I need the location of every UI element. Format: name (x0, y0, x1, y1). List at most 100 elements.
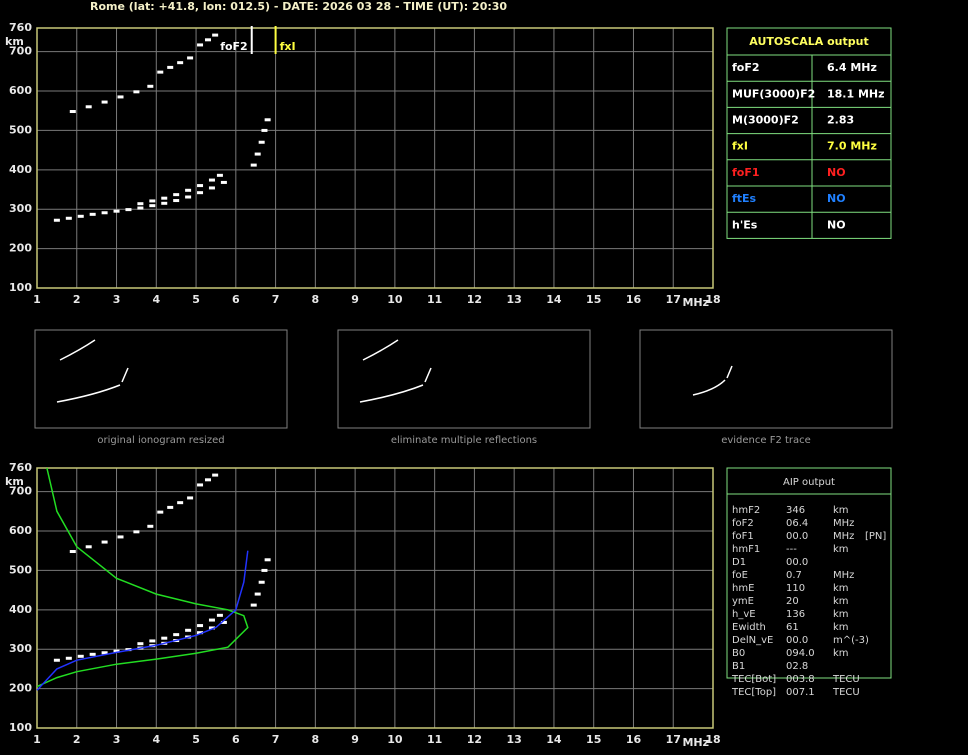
x-tick-label: 6 (232, 733, 240, 746)
aip-cell: TECU (832, 674, 860, 685)
aip-cell: km (833, 648, 849, 659)
echo-point (197, 43, 204, 47)
x-tick-label: 2 (73, 733, 81, 746)
y-axis-label: km (5, 35, 24, 48)
echo-point (185, 628, 192, 632)
aip-cell: km (833, 505, 849, 516)
aip-cell: TECU (832, 687, 860, 698)
y-tick-label: 600 (9, 524, 32, 537)
row-value: 18.1 MHz (827, 87, 885, 100)
row-label: foF1 (732, 166, 760, 179)
echo-point (149, 639, 156, 643)
echo-point (250, 163, 257, 167)
x-tick-label: 14 (546, 293, 562, 306)
echo-point (173, 193, 180, 197)
aip-cell: MHz (833, 570, 854, 581)
y-tick-label: 100 (9, 721, 32, 734)
x-tick-label: 10 (387, 293, 403, 306)
x-tick-label: 6 (232, 293, 240, 306)
echo-point (161, 201, 168, 205)
echo-point (185, 188, 192, 192)
echo-point (177, 61, 184, 65)
echo-point (187, 56, 194, 60)
x-tick-label: 8 (312, 733, 320, 746)
y-tick-label: 760 (9, 461, 32, 474)
x-tick-label: 17 (666, 293, 681, 306)
x-axis-label: MHz (682, 296, 709, 309)
echo-point (258, 140, 265, 144)
echo-point (250, 603, 257, 607)
aip-cell: TEC[Top] (731, 687, 776, 698)
echo-point (187, 496, 194, 500)
aip-cell: hmF1 (732, 544, 760, 555)
echo-point (216, 173, 223, 177)
x-axis-label: MHz (682, 736, 709, 749)
aip-cell: 00.0 (786, 635, 808, 646)
aip-cell: B1 (732, 661, 745, 672)
aip-cell: TEC[Bot] (731, 674, 776, 685)
echo-point (101, 100, 108, 104)
x-tick-label: 13 (507, 293, 522, 306)
echo-point (177, 501, 184, 505)
aip-cell: 00.0 (786, 531, 808, 542)
x-tick-label: 9 (351, 293, 359, 306)
echo-point (208, 618, 215, 622)
echo-point (101, 211, 108, 215)
echo-point (113, 209, 120, 213)
echo-point (89, 212, 96, 216)
row-label: ftEs (732, 192, 757, 205)
row-value: NO (827, 218, 846, 231)
aip-cell: 00.0 (786, 557, 808, 568)
echo-point (167, 65, 174, 69)
echo-point (157, 510, 164, 514)
plot-frame (36, 467, 714, 729)
thumbnail (337, 329, 591, 429)
echo-point (261, 568, 268, 572)
x-tick-label: 1 (33, 733, 41, 746)
echo-point (197, 184, 204, 188)
aip-cell: MHz (833, 518, 854, 529)
echo-point (220, 620, 227, 624)
marker-label: fxI (280, 40, 296, 53)
aip-cell: km (833, 583, 849, 594)
x-tick-label: 11 (427, 733, 442, 746)
thumbnail-caption: original ionogram resized (97, 435, 224, 446)
echo-point (208, 178, 215, 182)
row-value: NO (827, 166, 846, 179)
aip-title: AIP output (783, 477, 835, 488)
y-tick-label: 300 (9, 202, 32, 215)
aip-cell: --- (786, 544, 797, 555)
aip-cell: km (833, 622, 849, 633)
echo-point (258, 580, 265, 584)
profile-line (36, 467, 249, 688)
echo-point (208, 626, 215, 630)
x-tick-label: 3 (113, 293, 121, 306)
x-tick-label: 17 (666, 733, 681, 746)
echo-point (157, 70, 164, 74)
echo-point (167, 505, 174, 509)
row-value: 7.0 MHz (827, 140, 877, 153)
x-tick-label: 7 (272, 733, 280, 746)
x-tick-label: 11 (427, 293, 442, 306)
x-tick-label: 4 (152, 293, 160, 306)
echo-point (204, 38, 211, 42)
x-tick-label: 18 (705, 733, 720, 746)
aip-cell: ymE (732, 596, 754, 607)
echo-point (197, 483, 204, 487)
aip-cell: 136 (786, 609, 805, 620)
aip-cell: 003.8 (786, 674, 815, 685)
echo-point (133, 90, 140, 94)
aip-cell: MHz (833, 531, 854, 542)
aip-cell: hmE (732, 583, 754, 594)
echo-point (125, 208, 132, 212)
plot-frame (36, 27, 714, 289)
aip-frame (726, 467, 892, 679)
aip-cell: h_vE (732, 609, 756, 620)
echo-point (77, 214, 84, 218)
x-tick-label: 1 (33, 293, 41, 306)
aip-cell: D1 (732, 557, 746, 568)
aip-cell: m^(-3) (833, 635, 869, 646)
y-tick-label: 700 (9, 485, 32, 498)
